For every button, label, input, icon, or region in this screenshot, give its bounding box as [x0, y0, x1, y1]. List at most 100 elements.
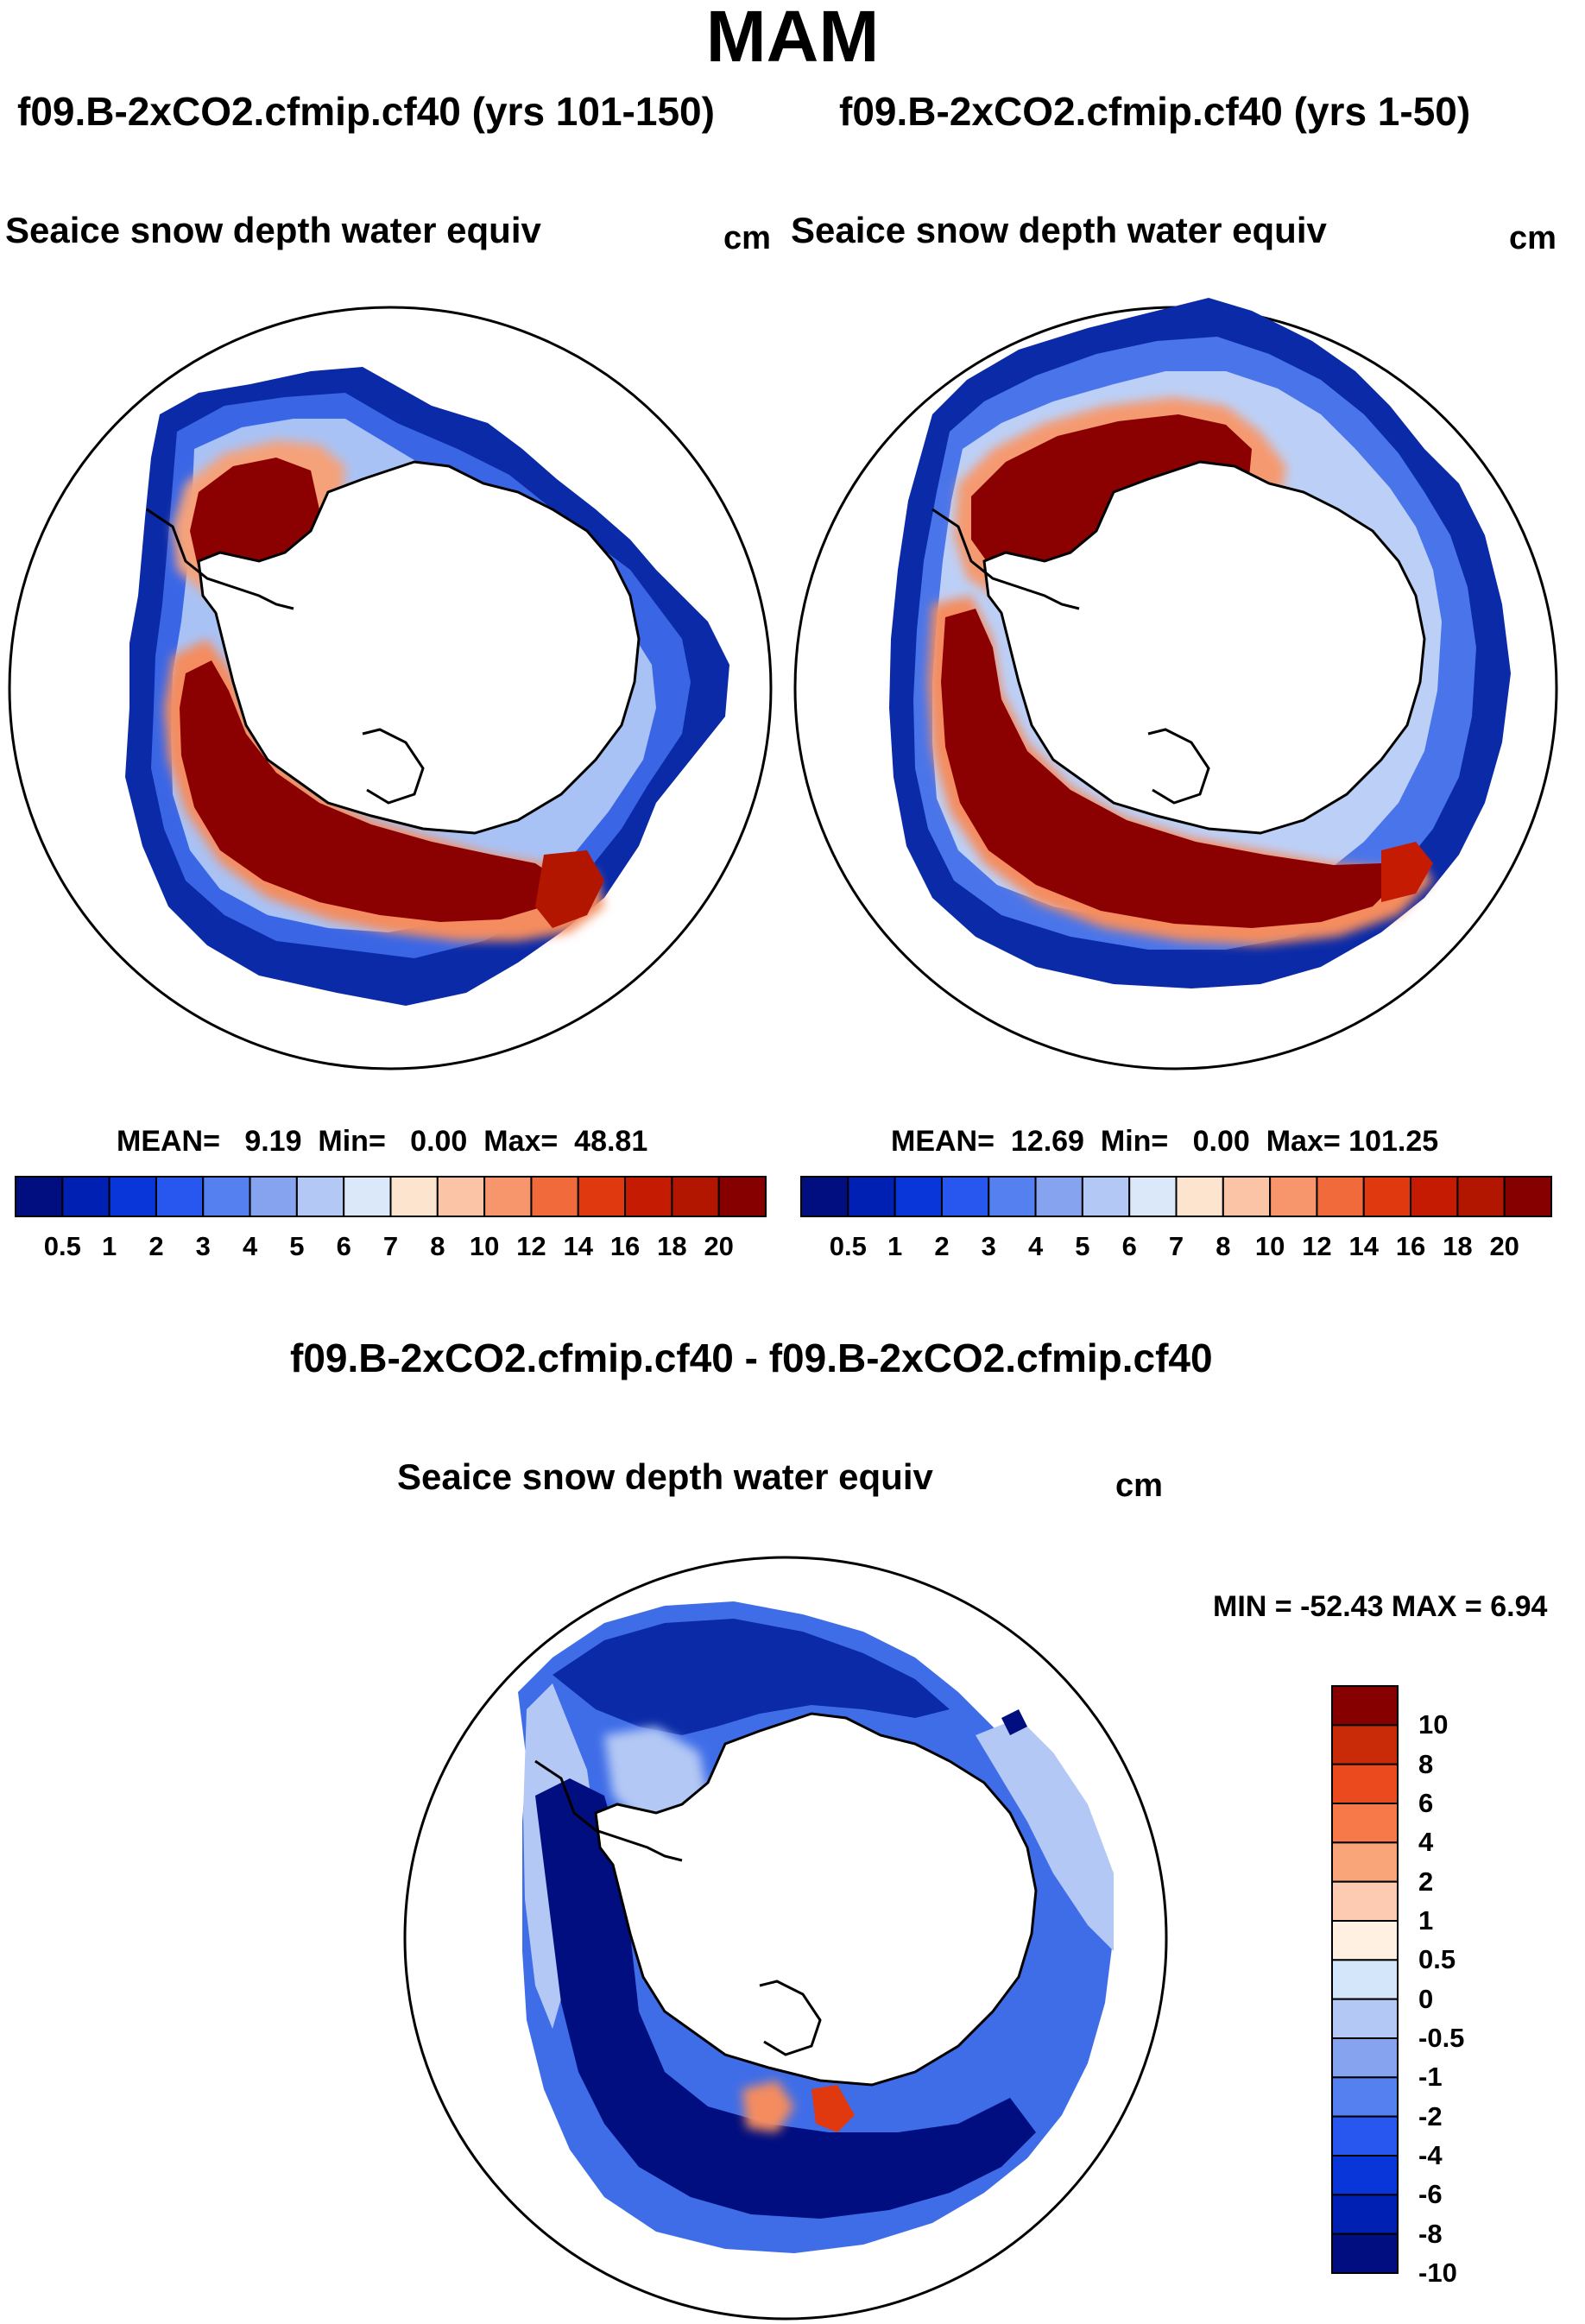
colorbar-1-tick: 18: [657, 1231, 687, 1261]
colorbar-1-swatch: [389, 1176, 439, 1217]
panel-3-title: f09.B-2xCO2.cfmip.cf40 - f09.B-2xCO2.cfm…: [290, 1336, 1213, 1380]
colorbar-1-tick: 7: [382, 1231, 399, 1261]
colorbar-1-tick: 12: [516, 1231, 546, 1261]
panel-3-colorbar: [1331, 1685, 1399, 2275]
colorbar-3-swatch: [1331, 2155, 1399, 2196]
colorbar-1-tick: 4: [242, 1231, 258, 1261]
colorbar-2-tick: 20: [1489, 1231, 1519, 1261]
panel-1-mean: 9.19: [244, 1125, 302, 1158]
colorbar-1-tick: 16: [609, 1231, 641, 1261]
colorbar-2-tick: 18: [1443, 1231, 1473, 1261]
colorbar-1-tick: 1: [102, 1231, 117, 1261]
colorbar-3-tick: 8: [1418, 1748, 1434, 1779]
panel-3-variable: Seaice snow depth water equiv: [397, 1456, 933, 1497]
colorbar-2-tick: 5: [1075, 1231, 1090, 1261]
colorbar-3-swatch: [1331, 1920, 1399, 1961]
colorbar-3-tick: -2: [1418, 2100, 1443, 2131]
panel-1-units: cm: [723, 220, 771, 256]
panel-1-map: [8, 306, 773, 1070]
panel-2-min-label: Min=: [1100, 1125, 1169, 1158]
colorbar-3-tick: 4: [1418, 1827, 1434, 1858]
panel-3-units: cm: [1115, 1468, 1163, 1504]
panel-2-max-label: Max=: [1266, 1125, 1341, 1158]
colorbar-2-swatch: [1034, 1176, 1083, 1217]
colorbar-3-swatch: [1331, 2037, 1399, 2079]
colorbar-3-tick: 0.5: [1418, 1944, 1456, 1975]
colorbar-1-tick: 6: [336, 1231, 351, 1261]
colorbar-2-tick: 7: [1168, 1231, 1184, 1261]
colorbar-3-tick: -1: [1418, 2062, 1443, 2093]
panel-3-map: [403, 1556, 1168, 2321]
colorbar-1-tick: 20: [704, 1231, 734, 1261]
panel-1-stats: MEAN= 9.19 Min= 0.00 Max= 48.81: [117, 1125, 647, 1158]
panel-2-mean: 12.69: [1010, 1125, 1084, 1158]
colorbar-1-tick: 14: [563, 1231, 593, 1261]
colorbar-3-swatch: [1331, 1998, 1399, 2040]
colorbar-2-swatch: [800, 1176, 849, 1217]
panel-2-colorbar: [800, 1176, 1552, 1217]
colorbar-1-swatch: [436, 1176, 486, 1217]
colorbar-2-swatch: [1362, 1176, 1412, 1217]
colorbar-1-swatch: [577, 1176, 627, 1217]
colorbar-2-swatch: [1222, 1176, 1272, 1217]
colorbar-2-swatch: [847, 1176, 896, 1217]
colorbar-2-swatch: [1175, 1176, 1224, 1217]
colorbar-2-swatch: [1503, 1176, 1552, 1217]
panel-2-min: 0.00: [1192, 1125, 1250, 1158]
colorbar-3-tick: -6: [1418, 2179, 1443, 2210]
page-title: MAM: [705, 0, 880, 77]
colorbar-1-swatch: [15, 1176, 64, 1217]
colorbar-3-tick: 10: [1418, 1709, 1449, 1740]
colorbar-3-swatch: [1331, 1763, 1399, 1804]
colorbar-3-swatch: [1331, 1803, 1399, 1844]
colorbar-1-tick: 3: [195, 1231, 211, 1261]
panel-2-units: cm: [1509, 220, 1557, 256]
colorbar-3-tick: -0.5: [1418, 2023, 1465, 2053]
panel-2-stats: MEAN= 12.69 Min= 0.00 Max= 101.25: [891, 1125, 1438, 1158]
colorbar-2-swatch: [894, 1176, 943, 1217]
colorbar-3-tick: 2: [1418, 1866, 1434, 1897]
panel-2-title: f09.B-2xCO2.cfmip.cf40 (yrs 1-50): [839, 89, 1471, 134]
panel-2-map: [793, 298, 1558, 1070]
panel-1-mean-label: MEAN=: [117, 1125, 220, 1158]
colorbar-2-swatch: [1410, 1176, 1459, 1217]
panel-1-min-label: Min=: [318, 1125, 386, 1158]
colorbar-3-swatch: [1331, 2232, 1399, 2275]
colorbar-2-tick: 8: [1216, 1231, 1231, 1261]
colorbar-1-swatch: [343, 1176, 392, 1217]
colorbar-2-swatch: [1081, 1176, 1131, 1217]
colorbar-1-swatch: [249, 1176, 298, 1217]
colorbar-3-tick: 0: [1418, 1983, 1434, 2014]
colorbar-2-tick: 2: [934, 1231, 950, 1261]
colorbar-3-swatch: [1331, 2115, 1399, 2157]
colorbar-1-tick: 10: [469, 1231, 500, 1261]
panel-1-min: 0.00: [410, 1125, 468, 1158]
colorbar-2-swatch: [1269, 1176, 1318, 1217]
colorbar-2-tick: 0.5: [829, 1231, 867, 1261]
colorbar-3-swatch: [1331, 1685, 1399, 1727]
panel-2-mean-label: MEAN=: [891, 1125, 995, 1158]
colorbar-1-swatch: [61, 1176, 111, 1217]
panel-1-colorbar: [15, 1176, 767, 1217]
colorbar-2-swatch: [988, 1176, 1037, 1217]
colorbar-1-swatch: [717, 1176, 767, 1217]
colorbar-2-tick: 14: [1348, 1231, 1379, 1261]
colorbar-3-tick: -8: [1418, 2218, 1443, 2249]
colorbar-3-tick: 6: [1418, 1788, 1434, 1818]
colorbar-3-swatch: [1331, 1959, 1399, 2000]
panel-3-stats: MIN = -52.43 MAX = 6.94: [1213, 1590, 1548, 1623]
panel-1-variable: Seaice snow depth water equiv: [5, 210, 541, 250]
colorbar-3-swatch: [1331, 1841, 1399, 1883]
colorbar-1-swatch: [202, 1176, 251, 1217]
colorbar-1-tick: 0.5: [43, 1231, 81, 1261]
panel-2-max: 101.25: [1348, 1125, 1439, 1158]
colorbar-1-tick: 2: [148, 1231, 164, 1261]
colorbar-3-swatch: [1331, 2076, 1399, 2118]
panel-1-max: 48.81: [574, 1125, 648, 1158]
colorbar-2-tick: 3: [981, 1231, 996, 1261]
colorbar-3-tick: -10: [1418, 2258, 1457, 2288]
panel-1-max-label: Max=: [483, 1125, 559, 1158]
colorbar-2-tick: 16: [1395, 1231, 1426, 1261]
colorbar-1-swatch: [108, 1176, 157, 1217]
